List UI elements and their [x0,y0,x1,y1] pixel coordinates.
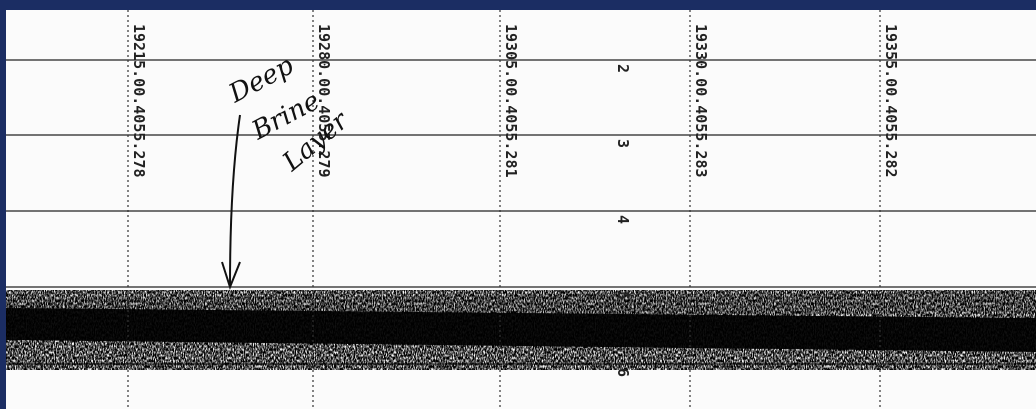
fix-label: 19355.00.4055.282 [882,24,900,178]
fix-label: 19215.00.4055.278 [130,24,148,178]
depth-label: 4 [614,215,632,224]
depth-label: 3 [614,139,632,148]
depth-label: 5 [614,291,632,300]
record-scan: 19215.00.4055.27819280.00.4055.27919305.… [0,0,1036,409]
depth-label: 2 [614,64,632,73]
echo-band [6,290,1036,370]
fix-label: 19305.00.4055.281 [502,24,520,178]
echo-noise [6,290,1036,370]
depth-label: 6 [614,368,632,377]
fix-label: 19330.00.4055.283 [692,24,710,178]
page: 19215.00.4055.27819280.00.4055.27919305.… [0,0,1036,409]
